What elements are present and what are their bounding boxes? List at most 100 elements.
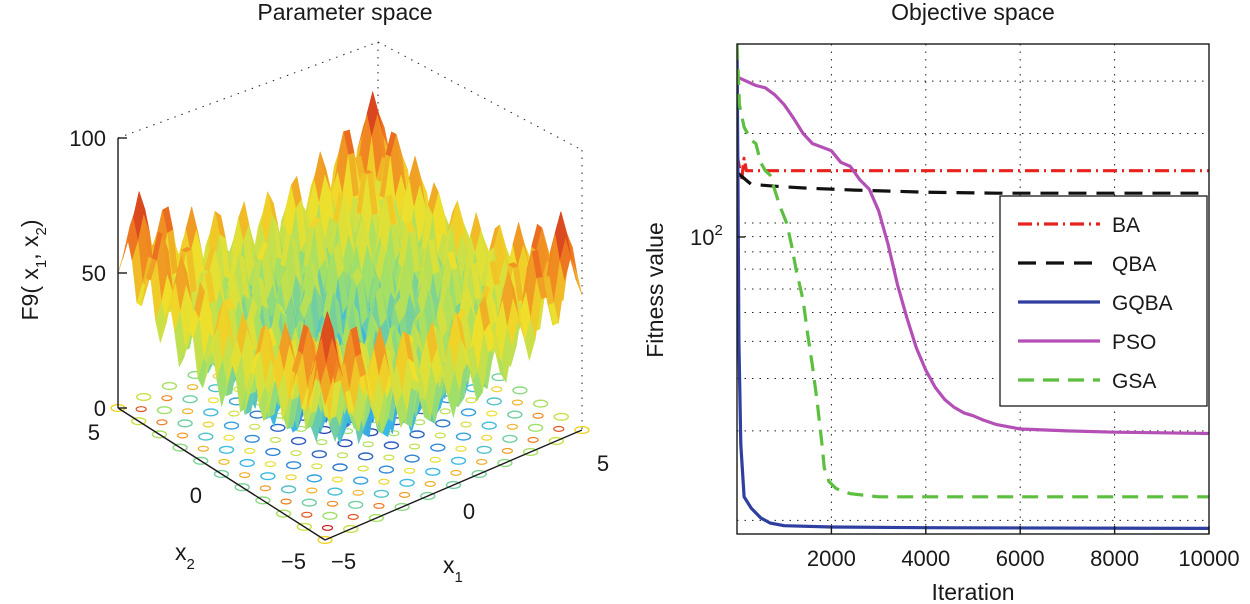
series-lines bbox=[737, 44, 1209, 531]
contour-ring bbox=[460, 421, 472, 428]
contour-ring bbox=[373, 502, 385, 509]
contour-ring bbox=[574, 425, 590, 435]
contour-ring bbox=[317, 535, 333, 545]
box-back-edges bbox=[117, 41, 583, 430]
contour-ring bbox=[249, 423, 261, 430]
contour-ring bbox=[218, 445, 235, 454]
y-tick-exp: 2 bbox=[714, 222, 722, 239]
x-tick-label-0: 2000 bbox=[807, 546, 856, 571]
contour-ring bbox=[280, 498, 292, 505]
contour-ring bbox=[197, 445, 209, 452]
contour-ring bbox=[301, 498, 317, 507]
legend-items: BA QBA GQBA PSO GSA bbox=[1018, 214, 1173, 393]
contour-ring bbox=[348, 500, 364, 509]
x-ticks: 2000 4000 6000 8000 10000 bbox=[807, 526, 1240, 571]
contour-ring bbox=[255, 496, 271, 505]
z-label-sub1: 1 bbox=[33, 260, 50, 268]
box-edge-top-left bbox=[117, 41, 379, 139]
contour-ring bbox=[511, 399, 524, 406]
contour-ring bbox=[383, 441, 400, 450]
contour-ring bbox=[223, 434, 235, 441]
x-tick-label-3: 8000 bbox=[1090, 546, 1139, 571]
contour-ring bbox=[182, 395, 198, 404]
contour-ring bbox=[336, 452, 349, 459]
z-label-sub2: 2 bbox=[33, 227, 50, 235]
x1-tick-label-neg5: −5 bbox=[331, 549, 356, 574]
x2-axis-label: x2 bbox=[175, 539, 195, 573]
contour-ring bbox=[156, 419, 168, 426]
x-tick-label-1: 4000 bbox=[901, 546, 950, 571]
contour-ring bbox=[522, 447, 539, 457]
contour-ring bbox=[331, 476, 344, 483]
contour-ring bbox=[497, 458, 513, 468]
contour-ring bbox=[353, 476, 369, 485]
contour-ring bbox=[275, 509, 292, 518]
z-tick-label-50: 50 bbox=[82, 261, 106, 286]
contour-ring bbox=[177, 419, 193, 428]
contour-ring bbox=[450, 456, 467, 465]
contour-ring bbox=[409, 443, 421, 450]
x2-tick-label-neg5: −5 bbox=[281, 549, 306, 574]
contour-ring bbox=[207, 397, 219, 404]
y-axis-label: Fitness value bbox=[642, 222, 668, 358]
contour-ring bbox=[322, 511, 338, 520]
contour-ring bbox=[316, 439, 328, 446]
contour-ring bbox=[424, 480, 436, 487]
contour-ring bbox=[213, 469, 230, 479]
contour-ring bbox=[476, 458, 488, 465]
contour-ring bbox=[502, 434, 518, 443]
x2-label-main: x bbox=[175, 539, 187, 565]
x1-label-main: x bbox=[443, 552, 455, 578]
contour-ring bbox=[471, 469, 487, 479]
contour-ring bbox=[352, 489, 364, 496]
contour-ring bbox=[394, 502, 410, 512]
contour-ring bbox=[527, 423, 544, 432]
contour-ring bbox=[368, 513, 385, 523]
contour-ring bbox=[425, 467, 441, 476]
contour-ring bbox=[378, 465, 395, 474]
contour-ring bbox=[130, 417, 147, 426]
z-label-part3: ) bbox=[17, 219, 43, 227]
right-chart-title: Objective space bbox=[891, 0, 1055, 25]
contour-ring bbox=[373, 489, 390, 498]
contour-ring bbox=[455, 432, 472, 441]
box-edge-top-right bbox=[377, 41, 583, 151]
contour-ring bbox=[285, 474, 297, 481]
contour-ring bbox=[383, 454, 395, 461]
contour-ring bbox=[501, 447, 513, 454]
contour-ring bbox=[404, 454, 420, 463]
contour-ring bbox=[203, 408, 219, 417]
contour-ring bbox=[343, 524, 359, 534]
legend-label-gsa: GSA bbox=[1112, 370, 1156, 393]
contour-ring bbox=[445, 480, 462, 490]
contour-ring bbox=[486, 397, 502, 406]
x1-tick-label-5: 5 bbox=[597, 451, 609, 476]
series-line-ba bbox=[737, 154, 1209, 182]
contour-ring bbox=[455, 445, 467, 452]
legend-label-pso: PSO bbox=[1112, 331, 1156, 354]
contour-ring bbox=[337, 439, 353, 448]
contour-ring bbox=[290, 436, 307, 446]
contour-ring bbox=[177, 432, 189, 439]
legend-label-gqba: GQBA bbox=[1112, 292, 1173, 315]
z-tick-label-100: 100 bbox=[69, 126, 106, 151]
surface-patch bbox=[571, 260, 583, 296]
contour-ring bbox=[260, 472, 276, 481]
contour-ring bbox=[223, 421, 240, 430]
contour-ring bbox=[378, 478, 390, 485]
contour-ring bbox=[532, 412, 544, 419]
contour-ring bbox=[321, 524, 334, 531]
contour-ring bbox=[301, 511, 313, 518]
contour-ring bbox=[296, 522, 312, 531]
x1-axis-label: x1 bbox=[443, 552, 463, 586]
contour-ring bbox=[491, 386, 503, 393]
contour-ring bbox=[362, 441, 374, 448]
contour-ring bbox=[161, 395, 173, 402]
contour-ring bbox=[239, 458, 255, 468]
contour-ring bbox=[265, 447, 281, 457]
parameter-space-panel: Parameter space 100 50 0 5 0 −5 −5 0 5 bbox=[17, 0, 609, 586]
objective-space-panel: Objective space 2000 4000 6000 8000 10000 10… bbox=[642, 0, 1240, 604]
contour-ring bbox=[269, 436, 281, 443]
contour-ring bbox=[259, 485, 271, 492]
contour-ring bbox=[439, 408, 451, 415]
